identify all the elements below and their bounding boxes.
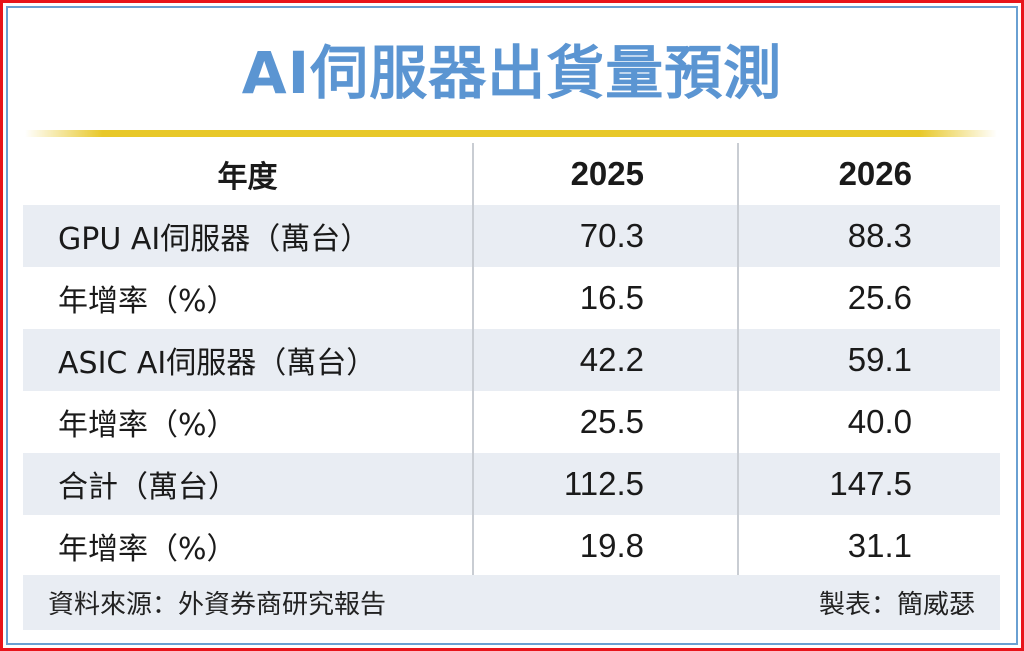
value-2025: 42.2 [579, 341, 644, 378]
row-label: 年增率（%） [58, 408, 237, 443]
forecast-table: 年度 2025 2026 GPU AI伺服器（萬台） 70.3 88.3 年增率… [23, 143, 1000, 577]
value-2026: 147.5 [829, 465, 912, 502]
value-2025: 70.3 [579, 217, 644, 254]
row-label: 年增率（%） [58, 284, 237, 319]
row-label: 年增率（%） [58, 532, 237, 567]
header-2026: 2026 [838, 155, 912, 192]
column-divider-2025 [472, 143, 474, 575]
table-header-row: 年度 2025 2026 [23, 143, 1000, 205]
value-2026: 59.1 [847, 341, 912, 378]
value-2026: 88.3 [847, 217, 912, 254]
value-2025: 112.5 [563, 465, 644, 502]
value-2026: 40.0 [847, 403, 912, 440]
inner-border [6, 6, 1018, 645]
value-2025: 25.5 [579, 403, 644, 440]
value-2025: 19.8 [579, 527, 644, 564]
row-label: ASIC AI伺服器（萬台） [58, 346, 377, 381]
table-row-gpu-growth: 年增率（%） 16.5 25.6 [23, 267, 1000, 329]
header-2025: 2025 [570, 155, 644, 192]
header-year-label: 年度 [217, 160, 278, 195]
credit-note: 製表：簡威瑟 [818, 590, 975, 620]
chart-title: AI伺服器出貨量預測 [241, 39, 783, 107]
table-row-total: 合計（萬台） 112.5 147.5 [23, 453, 1000, 515]
table-row-asic-servers: ASIC AI伺服器（萬台） 42.2 59.1 [23, 329, 1000, 391]
table-row-total-growth: 年增率（%） 19.8 31.1 [23, 515, 1000, 577]
source-note: 資料來源：外資券商研究報告 [48, 590, 387, 620]
row-label: GPU AI伺服器（萬台） [58, 222, 371, 257]
value-2026: 31.1 [847, 527, 912, 564]
footer-bar: 資料來源：外資券商研究報告 製表：簡威瑟 [23, 575, 1000, 630]
row-label: 合計（萬台） [58, 470, 238, 505]
title-divider [25, 130, 997, 137]
value-2026: 25.6 [847, 279, 912, 316]
table-row-gpu-servers: GPU AI伺服器（萬台） 70.3 88.3 [23, 205, 1000, 267]
value-2025: 16.5 [579, 279, 644, 316]
column-divider-2026 [737, 143, 739, 575]
table-row-asic-growth: 年增率（%） 25.5 40.0 [23, 391, 1000, 453]
